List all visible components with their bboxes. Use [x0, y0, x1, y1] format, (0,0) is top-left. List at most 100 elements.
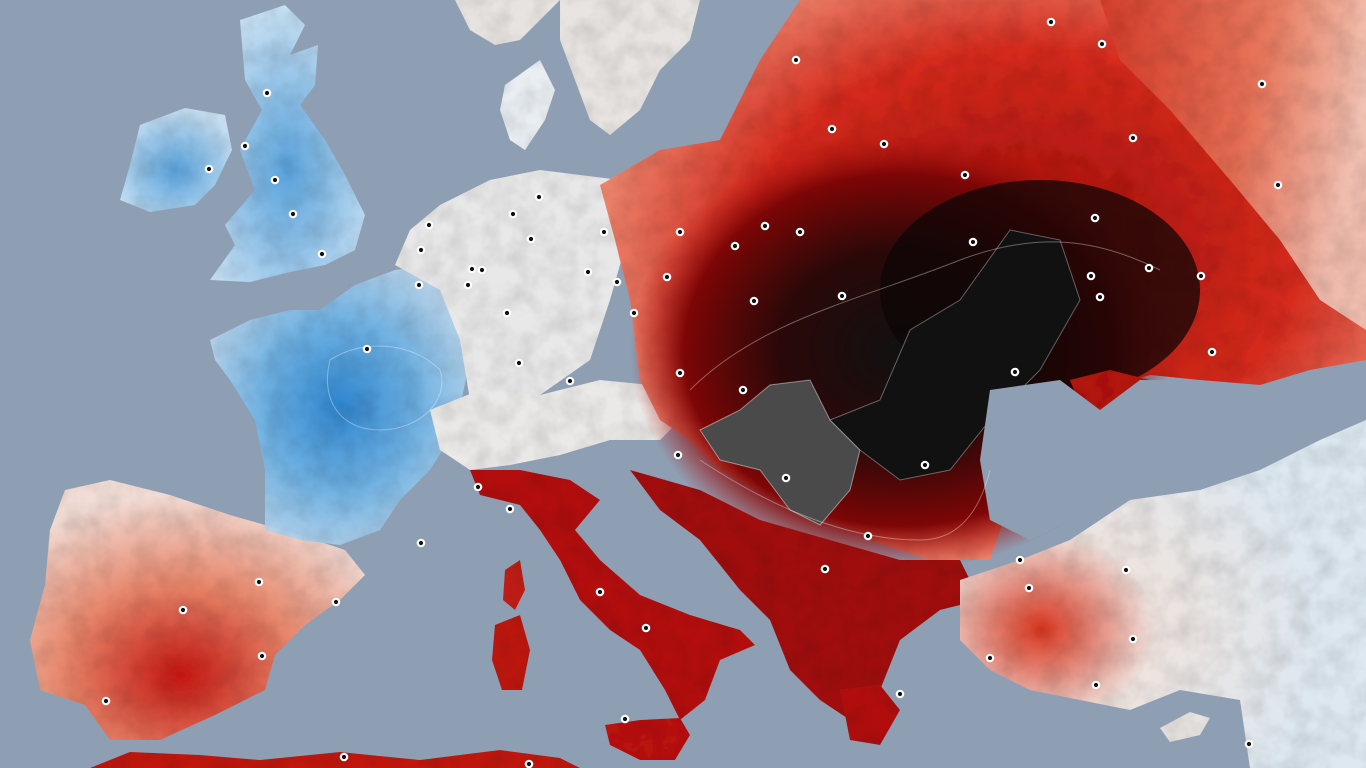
city-marker — [599, 227, 609, 237]
city-marker — [514, 358, 524, 368]
landmass-ireland — [120, 108, 232, 212]
city-marker — [1244, 739, 1254, 749]
city-marker — [595, 587, 605, 597]
city-marker — [675, 227, 685, 237]
city-marker — [1196, 271, 1206, 281]
landmass-iberia — [30, 480, 365, 740]
city-marker — [895, 689, 905, 699]
record-anomaly-patch — [699, 379, 861, 526]
city-marker — [827, 124, 837, 134]
landmass-peloponnese — [840, 685, 900, 745]
landmass-great-britain — [210, 5, 365, 282]
landmass-denmark — [500, 60, 555, 150]
landmass-sardinia — [492, 615, 530, 690]
city-marker — [331, 597, 341, 607]
landmass-cyprus — [1160, 712, 1210, 742]
landmass-anatolia — [960, 420, 1366, 768]
city-marker — [502, 308, 512, 318]
landmass-balkans — [630, 470, 980, 720]
extreme-anomaly-band — [829, 229, 1081, 481]
city-marker — [781, 473, 791, 483]
landmass-france — [210, 265, 470, 545]
city-marker — [612, 277, 622, 287]
city-marker — [526, 234, 536, 244]
landmass-sweden-south — [560, 0, 700, 135]
city-marker — [1207, 347, 1217, 357]
city-marker — [1097, 39, 1107, 49]
city-marker — [620, 714, 630, 724]
landmass-scandinavia — [455, 0, 560, 45]
city-marker — [1128, 634, 1138, 644]
city-marker — [1095, 292, 1105, 302]
landmass-italy — [470, 470, 755, 720]
city-marker — [473, 482, 483, 492]
city-marker — [1121, 565, 1131, 575]
city-marker — [795, 227, 805, 237]
city-marker — [662, 272, 672, 282]
city-marker — [920, 460, 930, 470]
city-marker — [524, 759, 534, 768]
city-marker — [534, 192, 544, 202]
city-marker — [791, 55, 801, 65]
city-marker — [985, 653, 995, 663]
city-marker — [820, 564, 830, 574]
city-marker — [262, 88, 272, 98]
city-marker — [463, 280, 473, 290]
city-marker — [1090, 213, 1100, 223]
city-marker — [629, 308, 639, 318]
city-marker — [317, 249, 327, 259]
city-marker — [339, 752, 349, 762]
city-marker — [270, 175, 280, 185]
landmass-north-africa — [90, 750, 580, 768]
city-marker — [204, 164, 214, 174]
city-marker — [960, 170, 970, 180]
city-markers — [101, 17, 1283, 768]
city-marker — [101, 696, 111, 706]
city-marker — [565, 376, 575, 386]
city-marker — [1257, 79, 1267, 89]
city-marker — [1024, 583, 1034, 593]
city-marker — [879, 139, 889, 149]
city-marker — [362, 344, 372, 354]
black-sea — [980, 380, 1310, 540]
city-marker — [257, 651, 267, 661]
city-marker — [424, 220, 434, 230]
city-marker — [837, 291, 847, 301]
city-marker — [414, 280, 424, 290]
city-marker — [1046, 17, 1056, 27]
isotherm-contour — [326, 345, 443, 431]
city-marker — [1273, 180, 1283, 190]
city-marker — [416, 245, 426, 255]
city-marker — [1010, 367, 1020, 377]
city-marker — [730, 241, 740, 251]
isotherm-contour — [699, 459, 991, 541]
city-marker — [673, 450, 683, 460]
landmass-russia-fringe — [1100, 0, 1366, 330]
city-marker — [477, 265, 487, 275]
city-marker — [675, 368, 685, 378]
city-marker — [863, 531, 873, 541]
city-marker — [254, 577, 264, 587]
city-marker — [1086, 271, 1096, 281]
landmass-corsica — [503, 560, 525, 610]
isotherm-contour — [689, 241, 1161, 391]
city-marker — [641, 623, 651, 633]
city-marker — [1091, 680, 1101, 690]
city-marker — [1015, 555, 1025, 565]
city-marker — [760, 221, 770, 231]
city-marker — [467, 264, 477, 274]
city-marker — [240, 141, 250, 151]
city-marker — [1144, 263, 1154, 273]
city-marker — [749, 296, 759, 306]
city-marker — [583, 267, 593, 277]
landmass-sicily — [605, 718, 690, 760]
city-marker — [968, 237, 978, 247]
city-marker — [738, 385, 748, 395]
city-marker — [288, 209, 298, 219]
landmass-alps — [430, 380, 690, 470]
city-marker — [416, 538, 426, 548]
city-marker — [508, 209, 518, 219]
city-marker — [505, 504, 515, 514]
